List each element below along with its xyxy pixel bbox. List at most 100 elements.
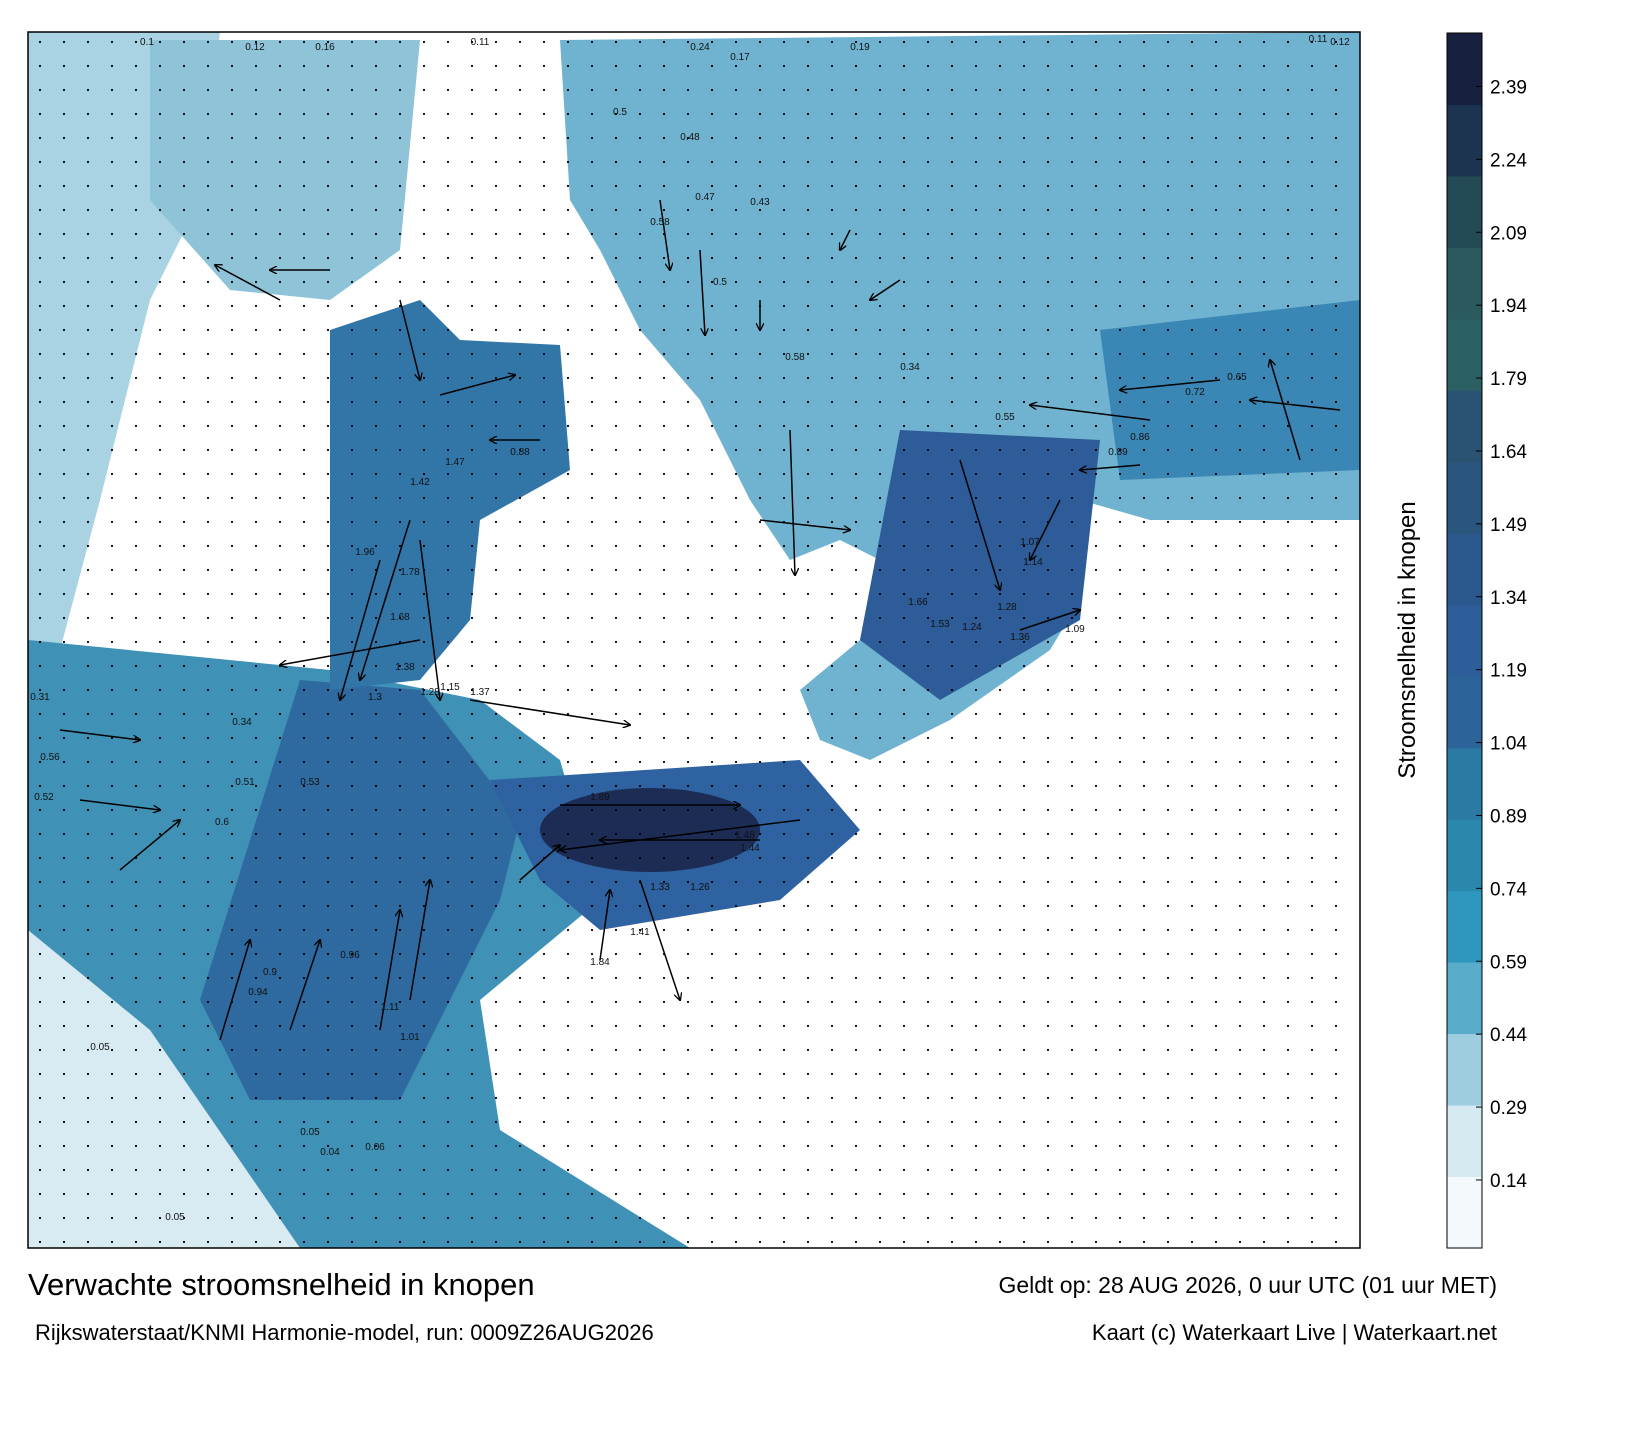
grid-dot: [926, 112, 930, 116]
grid-dot: [398, 880, 402, 884]
grid-dot: [62, 760, 66, 764]
grid-dot: [590, 352, 594, 356]
grid-dot: [110, 832, 114, 836]
grid-dot: [1214, 688, 1218, 692]
grid-dot: [374, 1240, 378, 1244]
grid-dot: [950, 808, 954, 812]
grid-dot: [254, 904, 258, 908]
grid-dot: [278, 208, 282, 212]
grid-dot: [1238, 568, 1242, 572]
grid-dot: [38, 352, 42, 356]
grid-dot: [494, 880, 498, 884]
grid-dot: [902, 640, 906, 644]
grid-dot: [1262, 64, 1266, 68]
grid-dot: [494, 928, 498, 932]
grid-dot: [1310, 424, 1314, 428]
grid-dot: [1166, 736, 1170, 740]
speed-label: 0.9: [263, 967, 277, 978]
grid-dot: [854, 928, 858, 932]
speed-label: 1.24: [962, 622, 982, 633]
grid-dot: [158, 304, 162, 308]
grid-dot: [854, 760, 858, 764]
grid-dot: [1046, 328, 1050, 332]
grid-dot: [230, 952, 234, 956]
grid-dot: [398, 64, 402, 68]
grid-dot: [1262, 1168, 1266, 1172]
grid-dot: [1334, 400, 1338, 404]
grid-dot: [1334, 1072, 1338, 1076]
grid-dot: [590, 1072, 594, 1076]
grid-dot: [38, 544, 42, 548]
grid-dot: [662, 976, 666, 980]
grid-dot: [854, 856, 858, 860]
grid-dot: [494, 256, 498, 260]
grid-dot: [254, 616, 258, 620]
grid-dot: [1214, 1144, 1218, 1148]
grid-dot: [278, 520, 282, 524]
grid-dot: [1094, 1216, 1098, 1220]
grid-dot: [1046, 136, 1050, 140]
grid-dot: [1070, 496, 1074, 500]
grid-dot: [350, 1096, 354, 1100]
current-arrow: [560, 819, 801, 850]
grid-dot: [518, 784, 522, 788]
grid-dot: [950, 1240, 954, 1244]
grid-dot: [806, 88, 810, 92]
grid-dot: [470, 1096, 474, 1100]
grid-dot: [854, 328, 858, 332]
current-arrow: [399, 299, 420, 380]
grid-dot: [614, 592, 618, 596]
grid-dot: [134, 112, 138, 116]
grid-dot: [1094, 1240, 1098, 1244]
grid-dot: [710, 1192, 714, 1196]
grid-dot: [278, 736, 282, 740]
grid-dot: [422, 496, 426, 500]
grid-dot: [542, 832, 546, 836]
grid-dot: [1142, 40, 1146, 44]
grid-dot: [1334, 568, 1338, 572]
grid-dot: [806, 472, 810, 476]
grid-dot: [806, 328, 810, 332]
grid-dot: [1262, 232, 1266, 236]
grid-dot: [230, 1144, 234, 1148]
grid-dot: [1262, 736, 1266, 740]
grid-dot: [614, 400, 618, 404]
grid-dot: [782, 1240, 786, 1244]
grid-dot: [686, 760, 690, 764]
grid-dot: [734, 592, 738, 596]
grid-dot: [1118, 568, 1122, 572]
grid-dot: [542, 1072, 546, 1076]
grid-dot: [1118, 256, 1122, 260]
grid-dot: [374, 616, 378, 620]
grid-dot: [974, 136, 978, 140]
grid-dot: [38, 736, 42, 740]
grid-dot: [1286, 496, 1290, 500]
grid-dot: [1334, 712, 1338, 716]
grid-dot: [1286, 784, 1290, 788]
grid-dot: [854, 568, 858, 572]
grid-dot: [878, 1096, 882, 1100]
grid-dot: [254, 856, 258, 860]
grid-dot: [998, 208, 1002, 212]
grid-dot: [710, 520, 714, 524]
grid-dot: [926, 736, 930, 740]
grid-dot: [662, 1192, 666, 1196]
grid-dot: [158, 376, 162, 380]
grid-dot: [398, 976, 402, 980]
grid-dot: [950, 616, 954, 620]
grid-dot: [662, 184, 666, 188]
grid-dot: [1046, 784, 1050, 788]
grid-dot: [302, 88, 306, 92]
grid-dot: [1142, 544, 1146, 548]
grid-dot: [590, 496, 594, 500]
grid-dot: [830, 1144, 834, 1148]
grid-dot: [326, 616, 330, 620]
grid-dot: [1310, 904, 1314, 908]
grid-dot: [998, 1048, 1002, 1052]
grid-dot: [62, 208, 66, 212]
grid-dot: [758, 880, 762, 884]
grid-dot: [566, 928, 570, 932]
grid-dot: [830, 880, 834, 884]
grid-dot: [782, 328, 786, 332]
grid-dot: [662, 664, 666, 668]
